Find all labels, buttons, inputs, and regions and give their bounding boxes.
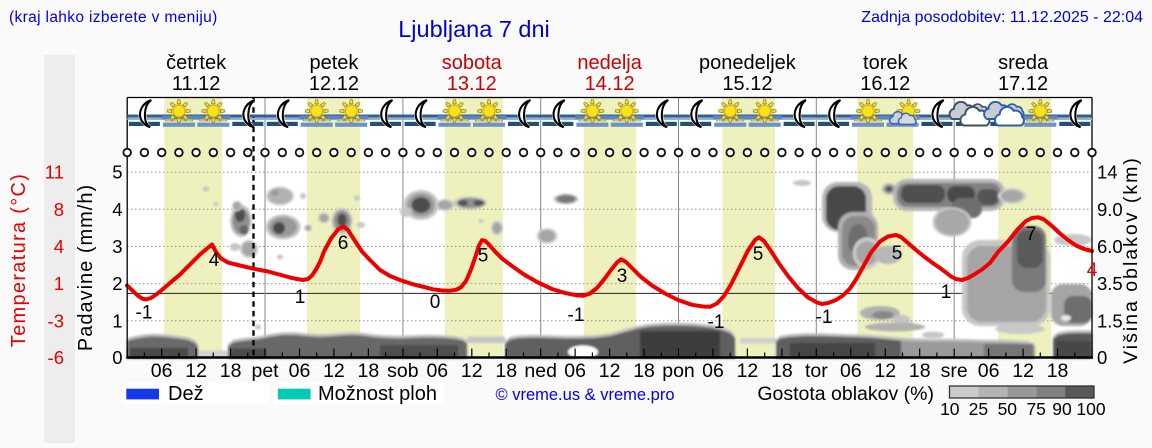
svg-text:5: 5 <box>478 246 489 267</box>
svg-text:06: 06 <box>840 360 862 382</box>
svg-text:Temperatura (°C): Temperatura (°C) <box>8 173 30 347</box>
svg-text:50: 50 <box>998 399 1018 419</box>
svg-text:1.5: 1.5 <box>1097 310 1123 331</box>
svg-text:14: 14 <box>1097 162 1118 183</box>
svg-text:ponedeljek: ponedeljek <box>699 52 797 74</box>
svg-text:Višina oblakov (km): Višina oblakov (km) <box>1120 156 1142 364</box>
svg-text:sob: sob <box>387 360 419 382</box>
svg-text:17.12: 17.12 <box>998 73 1048 95</box>
svg-text:3: 3 <box>112 236 122 257</box>
svg-text:2: 2 <box>112 273 122 294</box>
svg-text:(kraj lahko izberete v meniju): (kraj lahko izberete v meniju) <box>9 9 218 26</box>
svg-text:18: 18 <box>633 360 655 382</box>
svg-text:10: 10 <box>940 399 960 419</box>
svg-text:4: 4 <box>112 199 122 220</box>
svg-text:petek: petek <box>309 52 359 74</box>
svg-text:100: 100 <box>1076 399 1105 419</box>
svg-text:sre: sre <box>941 360 968 382</box>
svg-text:12: 12 <box>1012 360 1034 382</box>
svg-text:Gostota oblakov (%): Gostota oblakov (%) <box>757 383 934 405</box>
svg-text:3.5: 3.5 <box>1097 273 1123 294</box>
svg-text:06: 06 <box>978 360 1000 382</box>
svg-text:15.12: 15.12 <box>722 73 772 95</box>
svg-text:25: 25 <box>969 399 988 419</box>
svg-text:3: 3 <box>617 266 628 287</box>
svg-text:1: 1 <box>295 287 306 308</box>
svg-text:06: 06 <box>426 360 448 382</box>
svg-text:18: 18 <box>909 360 931 382</box>
svg-text:12.12: 12.12 <box>309 73 359 95</box>
svg-text:četrtek: četrtek <box>166 52 227 74</box>
svg-text:-1: -1 <box>708 312 725 333</box>
svg-text:12: 12 <box>461 360 483 382</box>
svg-text:18: 18 <box>220 360 242 382</box>
svg-text:4: 4 <box>209 250 220 271</box>
svg-text:Dež: Dež <box>168 383 204 405</box>
svg-text:pon: pon <box>662 360 695 382</box>
svg-text:-1: -1 <box>136 303 153 324</box>
svg-text:06: 06 <box>151 360 173 382</box>
svg-text:sobota: sobota <box>442 52 503 74</box>
svg-text:06: 06 <box>289 360 311 382</box>
svg-text:18: 18 <box>771 360 793 382</box>
svg-text:5: 5 <box>753 244 764 265</box>
svg-text:Ljubljana 7 dni: Ljubljana 7 dni <box>398 16 550 42</box>
svg-text:16.12: 16.12 <box>860 73 910 95</box>
svg-text:90: 90 <box>1052 399 1072 419</box>
svg-text:tor: tor <box>805 360 828 382</box>
svg-text:14.12: 14.12 <box>585 73 635 95</box>
svg-text:6: 6 <box>338 233 349 254</box>
svg-text:11.12: 11.12 <box>172 73 221 95</box>
svg-text:06: 06 <box>702 360 724 382</box>
svg-text:Možnost ploh: Možnost ploh <box>318 383 437 405</box>
svg-text:-3: -3 <box>48 310 64 331</box>
svg-text:-1: -1 <box>816 307 833 328</box>
svg-text:06: 06 <box>564 360 586 382</box>
svg-text:12: 12 <box>185 360 207 382</box>
svg-text:0: 0 <box>430 292 441 313</box>
svg-text:12: 12 <box>599 360 621 382</box>
svg-text:9.0: 9.0 <box>1097 199 1123 220</box>
svg-text:6.0: 6.0 <box>1097 236 1123 257</box>
svg-text:11: 11 <box>45 162 64 183</box>
svg-text:pet: pet <box>251 360 279 382</box>
svg-text:8: 8 <box>54 199 64 220</box>
svg-text:-6: -6 <box>48 347 64 368</box>
svg-text:0: 0 <box>112 347 122 368</box>
svg-text:75: 75 <box>1026 399 1045 419</box>
svg-text:Padavine (mm/h): Padavine (mm/h) <box>75 184 97 351</box>
svg-text:0: 0 <box>1097 347 1107 368</box>
svg-text:5: 5 <box>112 162 122 183</box>
svg-text:12: 12 <box>737 360 759 382</box>
svg-text:4: 4 <box>1087 260 1098 281</box>
svg-text:torek: torek <box>863 52 908 74</box>
svg-text:18: 18 <box>358 360 380 382</box>
svg-text:1: 1 <box>54 273 64 294</box>
svg-text:sreda: sreda <box>998 52 1049 74</box>
svg-text:1: 1 <box>112 310 122 331</box>
svg-text:18: 18 <box>495 360 517 382</box>
svg-text:-1: -1 <box>568 305 585 326</box>
svg-text:13.12: 13.12 <box>447 73 497 95</box>
svg-text:4: 4 <box>54 236 64 257</box>
svg-text:12: 12 <box>874 360 896 382</box>
svg-text:Zadnja posodobitev: 11.12.2025: Zadnja posodobitev: 11.12.2025 - 22:04 <box>861 9 1143 26</box>
svg-text:© vreme.us & vreme.pro: © vreme.us & vreme.pro <box>495 386 674 404</box>
svg-text:ned: ned <box>524 360 557 382</box>
svg-text:18: 18 <box>1047 360 1069 382</box>
svg-text:1: 1 <box>941 282 952 303</box>
svg-text:12: 12 <box>323 360 345 382</box>
svg-text:5: 5 <box>892 243 903 264</box>
svg-text:nedelja: nedelja <box>577 52 642 74</box>
svg-text:7: 7 <box>1026 224 1037 245</box>
